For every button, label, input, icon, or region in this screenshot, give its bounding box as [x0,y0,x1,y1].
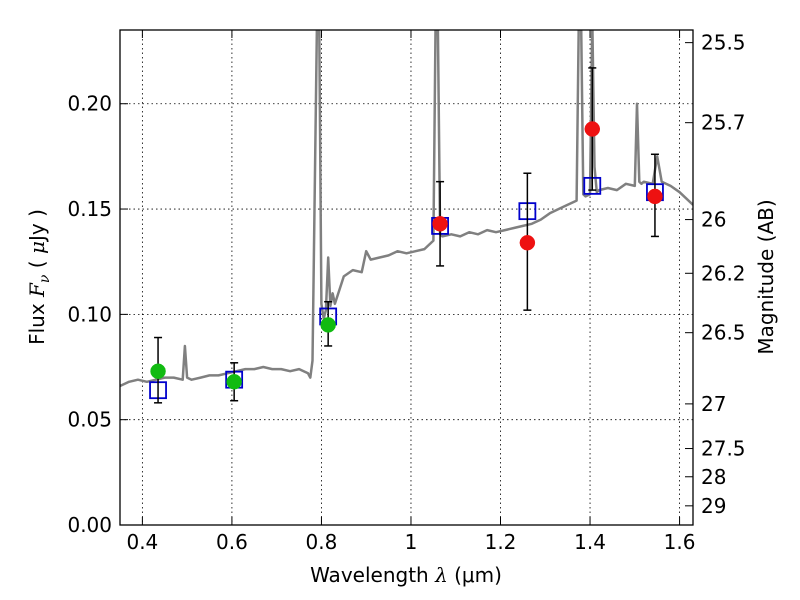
x-tick-label: 0.4 [126,530,158,554]
observed-point-red [647,188,663,205]
y2-tick-label: 25.5 [701,31,746,55]
plot-frame [119,29,694,526]
observed-point-red [519,234,536,251]
x-tick-label: 1.4 [574,530,606,554]
y2-tick-label: 25.7 [701,111,746,135]
x-axis-title: Wavelength λ (μm) [310,563,502,587]
y-tick-label: 0.00 [67,513,112,537]
y-tick-label: 0.20 [67,92,112,116]
y2-tick-label: 26 [701,208,726,232]
x-tick-label: 1.6 [664,530,696,554]
y2-tick-label: 27.5 [701,437,746,461]
x-tick-label: 0.8 [306,530,338,554]
y2-tick-label: 27 [701,392,726,416]
y2-tick-label: 26.5 [701,321,746,345]
observed-point-red [432,216,448,232]
y2-axis-title: Magnitude (AB) [754,199,778,354]
x-tick-label: 0.6 [216,530,248,554]
observed-point-red [584,121,601,137]
y-axis-title: Flux Fν ( μJy ) [25,209,53,345]
y-tick-label: 0.15 [67,197,112,221]
observed-point-green [150,363,166,379]
y2-tick-label: 29 [701,494,726,518]
data-marks [149,67,664,404]
y2-tick-label: 26.2 [701,261,746,285]
observed-point-green [320,317,336,333]
y-tick-label: 0.10 [67,302,112,326]
axis-ticks: 0.4 0.6 0.8 1 1.2 1.4 1.6 0.00 0.05 0.10 0.15 0.20 2… [67,30,746,554]
y2-tick-label: 28 [701,465,726,489]
y-tick-label: 0.05 [67,408,112,432]
x-tick-label: 1.2 [485,530,517,554]
x-tick-label: 1 [405,530,418,554]
grid [120,30,693,525]
model-spectrum-line [120,30,693,388]
observed-point-green [226,374,242,390]
